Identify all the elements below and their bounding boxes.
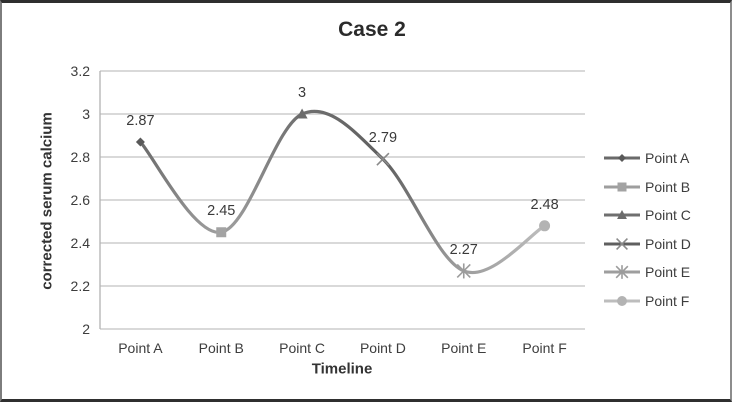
data-label: 2.45 (207, 203, 236, 220)
legend-label: Point D (645, 235, 691, 252)
data-label: 2.79 (368, 130, 398, 147)
legend-label: Point F (645, 292, 690, 309)
x-axis-label: Point D (359, 340, 406, 356)
series-marker-circle (617, 295, 627, 306)
legend-marker (604, 237, 640, 250)
legend-item: Point F (603, 293, 691, 309)
series-marker-diamond (617, 153, 627, 163)
data-label: 2.27 (449, 241, 478, 258)
legend-label: Point A (645, 150, 690, 166)
data-label: 2.48 (530, 196, 559, 213)
legend-item: Point D (603, 236, 691, 252)
legend-label: Point B (645, 178, 691, 195)
y-tick-label: 2 (82, 321, 90, 337)
x-axis-label: Point F (522, 340, 567, 356)
legend: Point A Point B Point C Point D Point E Point… (603, 150, 691, 309)
legend-label: Point C (645, 207, 691, 223)
y-tick-label: 2.6 (70, 192, 90, 208)
series-marker-triangle (296, 108, 308, 119)
x-axis-label: Point B (198, 340, 244, 356)
line-segment (219, 112, 304, 234)
legend-item: Point A (603, 150, 691, 166)
x-axis-title: Timeline (311, 360, 373, 378)
series-marker-x (376, 152, 390, 166)
legend-item: Point B (603, 179, 691, 195)
y-tick-label: 2.8 (70, 149, 90, 165)
legend-label: Point E (645, 264, 691, 280)
series-marker-asterisk (615, 265, 629, 279)
legend-marker (604, 295, 640, 306)
chart-title: Case 2 (338, 18, 406, 41)
series-marker-diamond (135, 137, 145, 147)
series-marker-square (216, 227, 227, 238)
plot-area (99, 70, 585, 330)
legend-marker (604, 210, 640, 220)
series-marker-asterisk (456, 263, 471, 279)
line-segment (138, 140, 223, 234)
legend-marker (604, 153, 640, 163)
data-label: 3 (298, 85, 307, 101)
legend-item: Point E (603, 264, 691, 280)
x-axis-label: Point A (118, 340, 163, 356)
x-axis-label: Point E (441, 340, 487, 356)
legend-item: Point C (603, 207, 691, 223)
series-marker-triangle (617, 210, 627, 220)
line-segment (381, 157, 466, 273)
x-axis-label: Point C (279, 340, 326, 356)
legend-marker (604, 265, 640, 279)
y-tick-label: 2.4 (70, 235, 90, 251)
data-label: 2.87 (126, 112, 155, 129)
y-tick-label: 2.2 (70, 278, 90, 294)
y-tick-label: 3.2 (70, 63, 90, 79)
line-segment (462, 224, 547, 275)
series-marker-square (617, 182, 627, 191)
series-marker-circle (539, 220, 551, 232)
legend-marker (604, 182, 640, 191)
y-tick-label: 3 (82, 106, 90, 122)
series-marker-x (616, 237, 628, 250)
line-segment (300, 109, 385, 161)
chart-area: Case 2 corrected serum calcium Timeline … (2, 3, 730, 399)
